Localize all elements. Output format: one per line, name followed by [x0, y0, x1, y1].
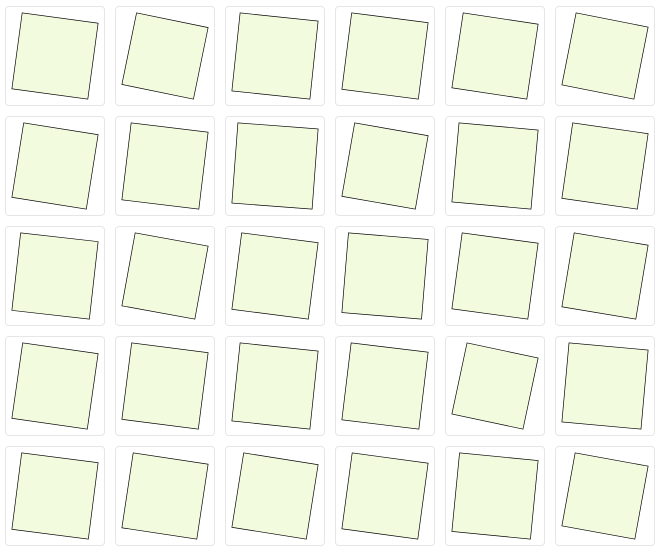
trunk-square: [561, 12, 649, 100]
trunk-square: [231, 12, 319, 100]
tree-thumbnail[interactable]: [335, 116, 435, 216]
trunk-square: [11, 122, 99, 210]
tree-figure: [341, 342, 429, 430]
tree-thumbnail[interactable]: [335, 6, 435, 106]
tree-figure: [561, 122, 649, 210]
tree-figure: [451, 452, 539, 540]
tree-figure: [121, 122, 209, 210]
tree-thumbnail[interactable]: [115, 446, 215, 546]
tree-thumbnail[interactable]: [335, 336, 435, 436]
trunk-square: [451, 342, 539, 430]
tree-figure: [561, 342, 649, 430]
tree-figure: [11, 232, 99, 320]
tree-figure: [231, 122, 319, 210]
trunk-square: [11, 342, 99, 430]
tree-thumbnail[interactable]: [225, 336, 325, 436]
trunk-square: [11, 452, 99, 540]
trunk-square: [451, 122, 539, 210]
tree-figure: [561, 452, 649, 540]
tree-thumbnail[interactable]: [115, 116, 215, 216]
tree-thumbnail[interactable]: [225, 6, 325, 106]
tree-figure: [121, 452, 209, 540]
tree-figure: [231, 12, 319, 100]
tree-thumbnail[interactable]: [555, 226, 655, 326]
tree-figure: [11, 342, 99, 430]
tree-figure: [121, 12, 209, 100]
tree-thumbnail[interactable]: [445, 116, 545, 216]
tree-figure: [231, 232, 319, 320]
tree-thumbnail[interactable]: [555, 6, 655, 106]
tree-figure: [451, 122, 539, 210]
tree-figure: [451, 12, 539, 100]
trunk-square: [231, 232, 319, 320]
tree-thumbnail[interactable]: [225, 116, 325, 216]
trunk-square: [341, 122, 429, 210]
tree-thumbnail[interactable]: [5, 6, 105, 106]
tree-figure: [451, 342, 539, 430]
trunk-square: [121, 232, 209, 320]
trunk-square: [451, 232, 539, 320]
trunk-square: [121, 452, 209, 540]
tree-figure: [11, 12, 99, 100]
tree-thumbnail[interactable]: [225, 446, 325, 546]
tree-thumbnail[interactable]: [445, 6, 545, 106]
trunk-square: [561, 122, 649, 210]
trunk-square: [341, 452, 429, 540]
trunk-square: [341, 342, 429, 430]
trunk-square: [561, 452, 649, 540]
tree-thumbnail[interactable]: [445, 226, 545, 326]
trunk-square: [451, 452, 539, 540]
tree-thumbnail[interactable]: [115, 336, 215, 436]
tree-figure: [451, 232, 539, 320]
tree-thumbnail[interactable]: [115, 226, 215, 326]
trunk-square: [231, 342, 319, 430]
tree-thumbnail[interactable]: [335, 226, 435, 326]
tree-thumbnail[interactable]: [225, 226, 325, 326]
tree-thumbnail[interactable]: [445, 446, 545, 546]
trunk-square: [341, 232, 429, 320]
tree-figure: [561, 12, 649, 100]
tree-figure: [11, 122, 99, 210]
tree-thumbnail[interactable]: [5, 446, 105, 546]
tree-figure: [231, 342, 319, 430]
tree-thumbnail[interactable]: [5, 116, 105, 216]
trunk-square: [341, 12, 429, 100]
tree-figure: [341, 122, 429, 210]
trunk-square: [121, 122, 209, 210]
tree-figure: [341, 232, 429, 320]
tree-thumbnail[interactable]: [555, 116, 655, 216]
tree-figure: [121, 232, 209, 320]
tree-figure: [231, 452, 319, 540]
trunk-square: [11, 232, 99, 320]
tree-thumbnail[interactable]: [115, 6, 215, 106]
tree-figure: [121, 342, 209, 430]
tree-thumbnail[interactable]: [445, 336, 545, 436]
tree-thumbnail[interactable]: [555, 446, 655, 546]
tree-figure: [561, 232, 649, 320]
tree-thumbnail[interactable]: [5, 226, 105, 326]
trunk-square: [451, 12, 539, 100]
trunk-square: [11, 12, 99, 100]
tree-thumbnail[interactable]: [335, 446, 435, 546]
trunk-square: [121, 342, 209, 430]
trunk-square: [121, 12, 209, 100]
tree-thumbnail[interactable]: [5, 336, 105, 436]
trunk-square: [561, 232, 649, 320]
tree-figure: [341, 452, 429, 540]
trunk-square: [231, 122, 319, 210]
tree-figure: [341, 12, 429, 100]
tree-thumbnail[interactable]: [555, 336, 655, 436]
trunk-square: [231, 452, 319, 540]
tree-figure: [11, 452, 99, 540]
trunk-square: [561, 342, 649, 430]
